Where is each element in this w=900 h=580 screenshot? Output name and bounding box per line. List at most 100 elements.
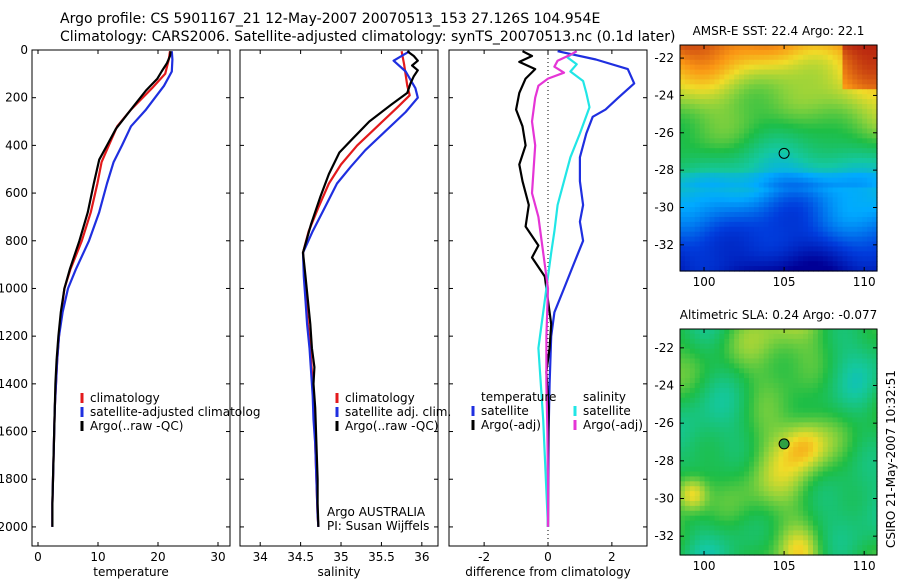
sla_map-cell	[744, 407, 750, 414]
sla_map-cell	[680, 392, 686, 399]
sst_map-cell	[684, 128, 691, 135]
sst_map-cell	[680, 133, 686, 139]
sla_map-cell	[763, 358, 770, 364]
sla_map-cell	[867, 392, 873, 399]
sst_map-cell	[709, 64, 716, 71]
sst_map-cell	[724, 187, 730, 193]
sst_map-cell	[857, 246, 863, 252]
sst_map-cell	[694, 177, 701, 184]
sla_map-cell	[808, 500, 814, 507]
sst_map-cell	[812, 266, 819, 272]
sla_map-cell	[704, 407, 711, 414]
sst_map-cell	[719, 128, 725, 135]
sla_map-cell	[783, 343, 789, 350]
sla_map-cell	[837, 412, 844, 419]
sst_map-cell	[758, 108, 765, 115]
sst_map-cell	[724, 54, 730, 61]
sla_map-cell	[753, 461, 760, 468]
sla_map-cell	[724, 545, 730, 551]
sla_map-cell	[847, 525, 853, 532]
sla_map-cell	[803, 402, 809, 409]
sst_map-cell	[837, 113, 844, 120]
sst_map-cell	[684, 113, 691, 120]
sla_map-cell	[812, 525, 819, 532]
sst_map-cell	[744, 162, 750, 169]
sst_map-cell	[798, 246, 804, 252]
sst_map-cell	[763, 192, 770, 198]
sla_map-cell	[719, 338, 725, 345]
sst_map-cell	[847, 162, 853, 169]
sla_map-cell	[753, 550, 760, 556]
sst_map-cell	[862, 197, 868, 203]
sst_map-cell	[827, 148, 834, 154]
sst_map-cell	[857, 54, 863, 61]
sst_map-cell	[709, 226, 716, 233]
sla_map-cell	[827, 397, 834, 404]
temperature-legend-label: Argo(..raw -QC)	[90, 419, 183, 433]
sst_map-cell	[783, 74, 789, 80]
sla_map-cell	[778, 540, 785, 546]
sla_map-cell	[709, 505, 716, 512]
sla_map-cell	[773, 343, 780, 350]
sla_map-cell	[753, 510, 760, 517]
sst_map-cell	[788, 54, 794, 61]
sst_map-cell	[758, 148, 765, 154]
sla_map-cell	[694, 471, 701, 477]
sst_map-cell	[699, 143, 706, 149]
sla_map-cell	[867, 343, 873, 350]
sla_map-cell	[714, 525, 720, 532]
sla_map-cell	[714, 407, 720, 414]
sla_map-cell	[758, 476, 765, 482]
sla_map-cell	[714, 422, 720, 428]
sst_map-cell	[872, 153, 878, 159]
temperature-xlabel: temperature	[93, 565, 168, 579]
sst_map-cell	[847, 236, 853, 243]
sst_map-cell	[704, 251, 711, 257]
sst_map-cell	[852, 182, 858, 189]
sla_map-cell	[793, 550, 799, 556]
sla_map-cell	[729, 383, 735, 389]
sla_map-cell	[709, 412, 716, 419]
sst_map-cell	[808, 251, 814, 257]
sst_map-cell	[798, 241, 804, 248]
salinity-xtick-label: 35.5	[368, 550, 395, 564]
sla_map-cell	[837, 530, 844, 536]
sst_map-cell	[699, 128, 706, 135]
sla_map-cell	[734, 402, 740, 409]
sla_map-cell	[857, 530, 863, 536]
sst_map-cell	[704, 192, 711, 198]
sst_map-cell	[689, 138, 696, 144]
sla_map-cell	[719, 397, 725, 404]
sst_map-cell	[832, 172, 839, 179]
sla_map-cell	[822, 550, 829, 556]
sla_map-cell	[812, 378, 819, 384]
sla_map-cell	[857, 466, 863, 473]
sst_map-cell	[788, 79, 794, 85]
sst_map-cell	[704, 103, 711, 110]
sst_map-cell	[827, 113, 834, 120]
sla_map-cell	[684, 505, 691, 512]
sst_map-cell	[857, 133, 863, 139]
sla_map-cell	[748, 422, 755, 428]
sla_map-cell	[872, 422, 878, 428]
sst_map-cell	[847, 54, 853, 61]
sst_map-cell	[852, 212, 858, 218]
sla_map-cell	[744, 348, 750, 355]
sst_map-cell	[812, 128, 819, 135]
sst_map-cell	[812, 192, 819, 198]
sla_map-cell	[832, 535, 839, 541]
sst_map-cell	[867, 202, 873, 208]
sla_map-cell	[808, 358, 814, 364]
sst_map-cell	[709, 177, 716, 184]
sst_map-cell	[753, 74, 760, 80]
sst_map-cell	[680, 251, 686, 257]
sla_map-cell	[719, 545, 725, 551]
sla_map-cell	[739, 505, 745, 512]
sla_map-cell	[817, 412, 824, 419]
sst_map-cell	[872, 108, 878, 115]
sla_map-cell	[862, 333, 868, 340]
sla_map-cell	[808, 530, 814, 536]
sla_map-cell	[694, 496, 701, 502]
sst_map-cell	[867, 94, 873, 100]
sst_map-cell	[842, 236, 849, 243]
